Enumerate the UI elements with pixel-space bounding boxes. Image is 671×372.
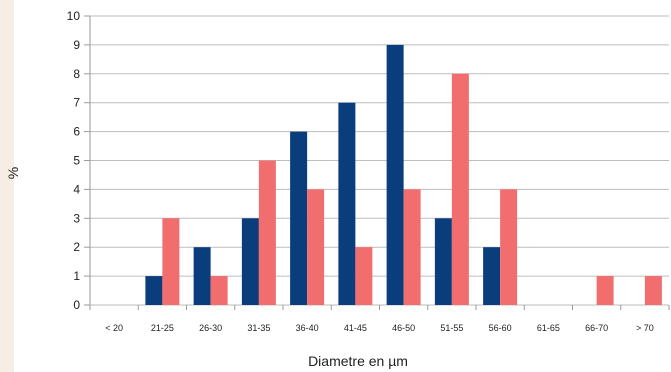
x-tick-label: 21-25 bbox=[151, 323, 174, 333]
x-tick-label: > 70 bbox=[636, 323, 654, 333]
y-axis-label: % bbox=[5, 167, 21, 179]
x-axis-ticks: < 20 21-25 26-30 31-35 36-40 41-45 46-50 51-55 5… bbox=[105, 323, 654, 333]
y-tick-label: 1 bbox=[73, 269, 80, 283]
x-tick-label: 31-35 bbox=[247, 323, 270, 333]
x-tick-label: 46-50 bbox=[392, 323, 415, 333]
bar-series-2-1 bbox=[162, 218, 180, 305]
x-tick-label: 26-30 bbox=[199, 323, 222, 333]
x-tick-label: < 20 bbox=[105, 323, 123, 333]
x-tick-label: 36-40 bbox=[296, 323, 319, 333]
y-tick-label: 2 bbox=[73, 240, 80, 254]
bar-series-1-5 bbox=[338, 102, 356, 305]
x-tick-label: 41-45 bbox=[344, 323, 367, 333]
bar-series-2-5 bbox=[355, 247, 373, 305]
x-tick-label: 66-70 bbox=[585, 323, 608, 333]
bar-series-1-4 bbox=[290, 131, 308, 305]
bar-series-1-3 bbox=[241, 218, 259, 305]
x-tick-label: 56-60 bbox=[489, 323, 512, 333]
y-tick-label: 10 bbox=[67, 9, 81, 23]
bar-series-1-1 bbox=[145, 276, 163, 305]
y-tick-label: 5 bbox=[73, 154, 80, 168]
bar-series-2-3 bbox=[258, 160, 276, 305]
bar-series-1-2 bbox=[193, 247, 211, 305]
bar-series-2-10 bbox=[596, 276, 614, 305]
bar-series-1-7 bbox=[434, 218, 452, 305]
x-tick-label: 61-65 bbox=[537, 323, 560, 333]
x-tick-label: 51-55 bbox=[440, 323, 463, 333]
gridlines bbox=[84, 15, 670, 310]
y-axis-ticks: 0 1 2 3 4 5 6 7 8 9 10 bbox=[67, 9, 81, 312]
bar-series-2-8 bbox=[500, 189, 518, 305]
y-tick-label: 3 bbox=[73, 211, 80, 225]
bar-series-2-6 bbox=[403, 189, 421, 305]
bar-series-1-8 bbox=[483, 247, 501, 305]
y-tick-label: 8 bbox=[73, 67, 80, 81]
bar-series-1-6 bbox=[386, 44, 404, 306]
y-tick-label: 6 bbox=[73, 125, 80, 139]
bar-series-2-11 bbox=[644, 276, 662, 305]
bar-series-2-2 bbox=[210, 276, 228, 305]
y-tick-label: 4 bbox=[73, 182, 80, 196]
bar-series-2-4 bbox=[307, 189, 325, 305]
x-axis-label: Diametre en µm bbox=[308, 353, 408, 369]
y-tick-label: 9 bbox=[73, 38, 80, 52]
bar-series-2-7 bbox=[451, 73, 469, 305]
y-tick-label: 0 bbox=[73, 298, 80, 312]
y-tick-label: 7 bbox=[73, 96, 80, 110]
bars bbox=[145, 44, 662, 306]
